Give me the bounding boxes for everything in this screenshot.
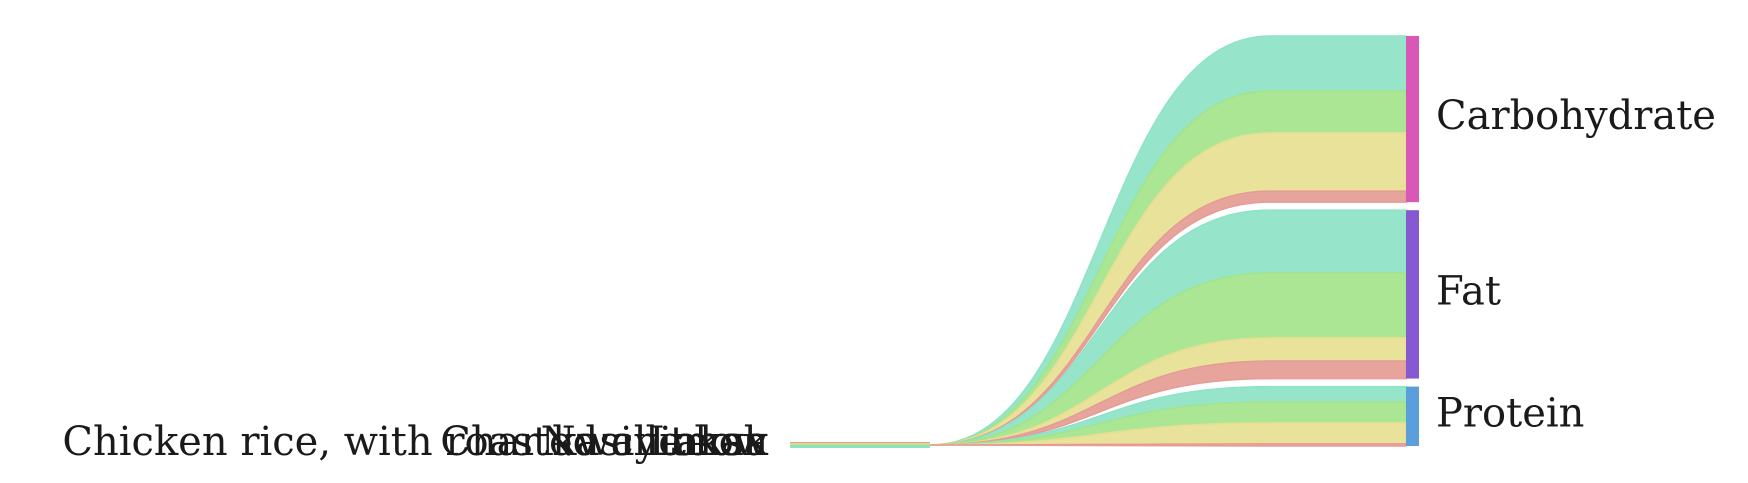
label-char-kway-teow: Char kway teow <box>440 419 768 465</box>
node-fat <box>1406 210 1419 379</box>
label-laksa: Laksa <box>649 419 768 465</box>
label-carbohydrate: Carbohydrate <box>1436 93 1716 139</box>
label-protein: Protein <box>1436 390 1584 436</box>
label-chicken-rice-with-roasted-chicken: Chicken rice, with roasted chicken <box>62 419 768 465</box>
node-protein <box>1406 386 1419 446</box>
label-nasi-lemak: Nasi lemak <box>541 419 769 465</box>
target-nodes <box>1406 36 1419 446</box>
target-labels: Carbohydrate Fat Protein <box>1436 93 1716 436</box>
sankey-flows <box>790 35 1407 449</box>
label-fat: Fat <box>1436 268 1501 314</box>
flow-laksa-to-protein <box>929 443 1407 447</box>
node-carbohydrate <box>1406 36 1419 203</box>
